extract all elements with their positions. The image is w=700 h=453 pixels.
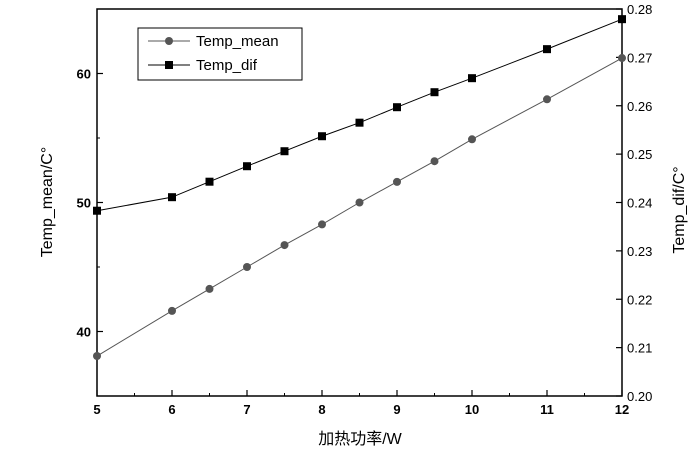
series-layer bbox=[93, 15, 626, 361]
data-point-temp-dif bbox=[618, 15, 626, 24]
data-point-temp-dif bbox=[543, 45, 551, 54]
data-point-temp-dif bbox=[93, 206, 101, 215]
right-y-tick-label: 0.24 bbox=[627, 196, 652, 211]
x-tick-label: 5 bbox=[93, 402, 100, 417]
right-y-axis-ticks: 0.20 0.21 0.22 0.23 0.24 0.25 0.26 0.27 0.28 bbox=[616, 2, 652, 404]
right-y-axis-title: Temp_dif/C° bbox=[671, 166, 688, 253]
data-point-temp-mean bbox=[355, 198, 364, 207]
data-point-temp-dif bbox=[430, 88, 439, 97]
right-y-tick-label: 0.26 bbox=[627, 99, 652, 114]
right-y-tick-label: 0.20 bbox=[627, 389, 652, 404]
x-axis-title: 加热功率/W bbox=[318, 430, 402, 448]
data-point-temp-dif bbox=[243, 162, 251, 171]
data-point-temp-mean bbox=[243, 263, 251, 271]
data-point-temp-mean bbox=[468, 135, 476, 144]
x-tick-label: 9 bbox=[393, 402, 400, 417]
data-point-temp-mean bbox=[618, 54, 626, 63]
left-y-tick-label: 40 bbox=[77, 325, 91, 340]
left-y-tick-label: 60 bbox=[77, 67, 91, 82]
data-point-temp-dif bbox=[318, 132, 326, 141]
right-y-tick-label: 0.25 bbox=[627, 147, 652, 162]
legend-label-temp-mean: Temp_mean bbox=[196, 33, 279, 50]
right-y-tick-label: 0.23 bbox=[627, 244, 652, 259]
legend-label-temp-dif: Temp_dif bbox=[196, 57, 258, 74]
series-line-temp-dif bbox=[96, 18, 623, 212]
x-tick-label: 11 bbox=[540, 402, 554, 417]
data-point-temp-mean bbox=[318, 220, 326, 229]
data-point-temp-dif bbox=[205, 177, 214, 186]
x-tick-label: 10 bbox=[465, 402, 479, 417]
data-point-temp-mean bbox=[543, 95, 551, 104]
left-y-axis-title: Temp_mean/C° bbox=[39, 147, 56, 257]
x-tick-label: 6 bbox=[168, 402, 175, 417]
left-y-tick-label: 50 bbox=[77, 196, 91, 211]
data-point-temp-mean bbox=[280, 241, 289, 250]
data-point-temp-dif bbox=[393, 103, 401, 112]
data-point-temp-dif bbox=[280, 147, 289, 156]
legend-marker-temp-dif bbox=[165, 61, 173, 69]
data-point-temp-mean bbox=[205, 284, 214, 293]
x-axis-ticks: 5 6 7 8 9 10 11 12 bbox=[93, 390, 629, 417]
legend-marker-temp-mean bbox=[165, 37, 173, 45]
left-y-axis-ticks: 40 50 60 bbox=[77, 8, 103, 397]
data-point-temp-mean bbox=[93, 352, 101, 361]
right-y-tick-label: 0.28 bbox=[627, 2, 652, 17]
data-point-temp-dif bbox=[168, 193, 176, 202]
data-point-temp-dif bbox=[355, 118, 364, 127]
x-tick-label: 12 bbox=[615, 402, 629, 417]
right-y-tick-label: 0.22 bbox=[627, 292, 652, 307]
series-line-temp-mean bbox=[96, 57, 623, 357]
right-y-tick-label: 0.27 bbox=[627, 50, 652, 65]
legend-box bbox=[137, 27, 303, 81]
data-point-temp-dif bbox=[468, 74, 476, 83]
x-tick-label: 8 bbox=[318, 402, 325, 417]
x-tick-label: 7 bbox=[243, 402, 250, 417]
data-point-temp-mean bbox=[430, 157, 439, 166]
data-point-temp-mean bbox=[393, 177, 401, 186]
right-y-tick-label: 0.21 bbox=[627, 341, 652, 356]
legend: Temp_mean Temp_dif bbox=[137, 27, 303, 81]
data-point-temp-mean bbox=[168, 306, 176, 315]
